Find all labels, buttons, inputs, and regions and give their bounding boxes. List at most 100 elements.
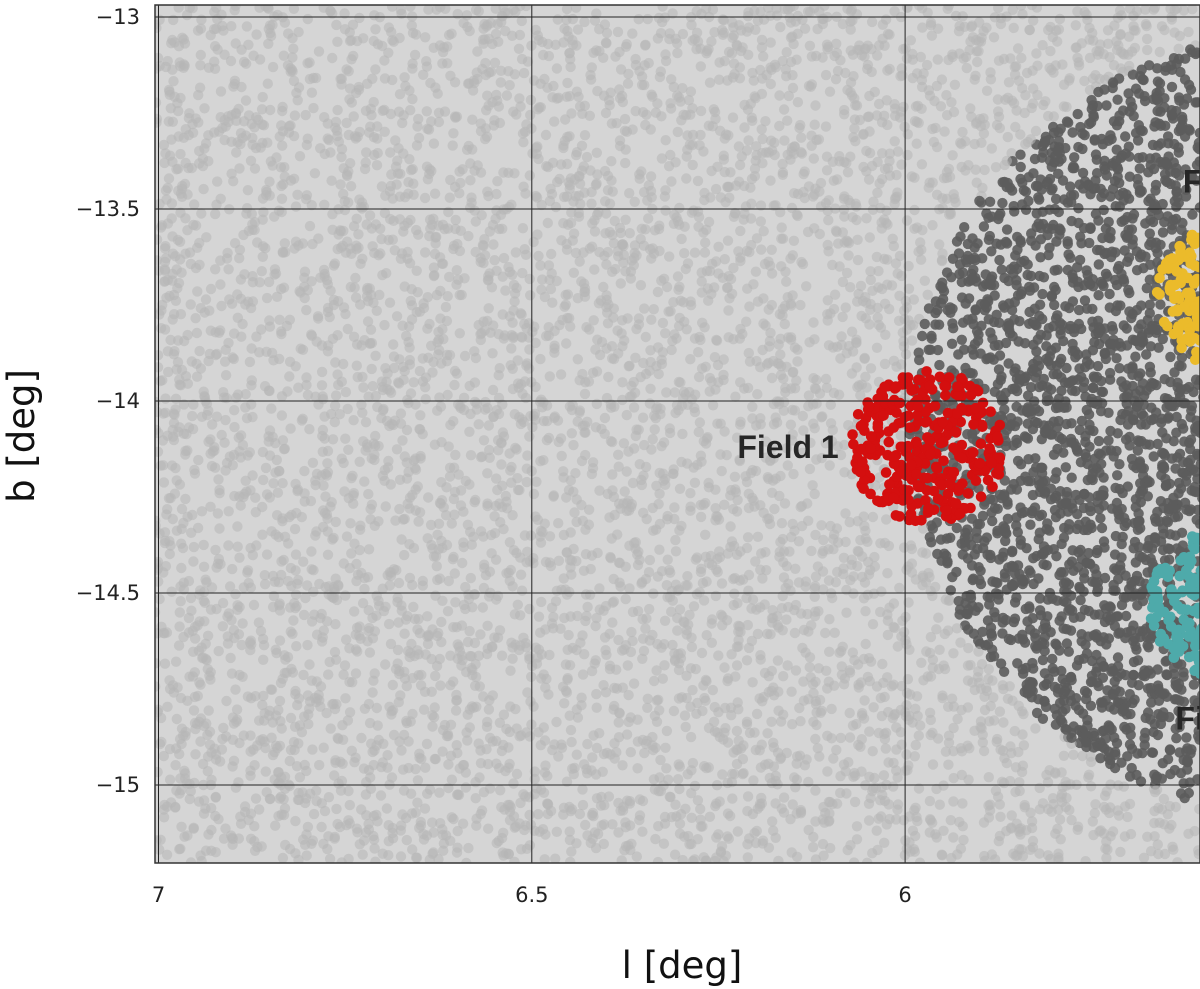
scatter-point bbox=[442, 58, 453, 69]
scatter-point bbox=[978, 817, 990, 828]
scatter-point bbox=[566, 108, 577, 119]
scatter-point bbox=[184, 793, 195, 805]
scatter-point bbox=[821, 151, 833, 162]
scatter-point bbox=[766, 145, 778, 156]
scatter-point bbox=[448, 676, 459, 687]
scatter-point bbox=[316, 340, 328, 351]
scatter-point bbox=[738, 214, 749, 225]
scatter-point bbox=[265, 104, 276, 116]
scatter-point bbox=[591, 742, 603, 754]
scatter-point bbox=[220, 370, 232, 381]
scatter-point bbox=[167, 116, 178, 128]
scatter-point bbox=[742, 532, 754, 543]
scatter-point bbox=[195, 363, 207, 374]
scatter-point bbox=[686, 812, 697, 823]
scatter-point bbox=[614, 135, 626, 146]
scatter-point bbox=[551, 63, 563, 74]
scatter-point bbox=[379, 104, 390, 116]
scatter-point bbox=[175, 596, 186, 607]
scatter-point bbox=[778, 104, 790, 115]
scatter-point bbox=[351, 575, 362, 587]
scatter-point bbox=[316, 380, 328, 391]
scatter-point bbox=[839, 439, 850, 451]
scatter-point bbox=[492, 590, 504, 602]
scatter-point bbox=[598, 281, 609, 293]
scatter-point bbox=[1021, 67, 1033, 79]
scatter-point bbox=[562, 289, 574, 300]
scatter-point bbox=[804, 6, 816, 18]
scatter-point bbox=[453, 469, 464, 480]
scatter-point bbox=[392, 592, 403, 603]
scatter-point bbox=[1040, 96, 1051, 107]
scatter-point bbox=[788, 235, 800, 246]
scatter-point bbox=[783, 601, 794, 613]
scatter-point bbox=[846, 368, 858, 379]
scatter-point bbox=[924, 177, 935, 188]
scatter-point bbox=[955, 137, 966, 148]
scatter-point bbox=[682, 571, 693, 582]
scatter-point bbox=[367, 381, 378, 392]
scatter-point bbox=[998, 717, 1009, 728]
scatter-point bbox=[1064, 804, 1075, 816]
scatter-point bbox=[376, 181, 388, 192]
scatter-point bbox=[809, 119, 820, 130]
scatter-point bbox=[848, 132, 859, 143]
scatter-point bbox=[739, 122, 750, 133]
scatter-point bbox=[917, 22, 928, 33]
scatter-point bbox=[174, 844, 185, 855]
scatter-point bbox=[823, 340, 835, 351]
scatter-point bbox=[547, 92, 558, 103]
scatter-point bbox=[882, 672, 893, 683]
scatter-point bbox=[506, 461, 517, 473]
scatter-point bbox=[863, 815, 875, 826]
scatter-point bbox=[668, 705, 680, 717]
scatter-point bbox=[829, 627, 840, 638]
scatter-point bbox=[831, 38, 842, 49]
scatter-point bbox=[680, 721, 691, 733]
scatter-point bbox=[528, 488, 540, 500]
scatter-point bbox=[941, 110, 953, 121]
scatter-point bbox=[594, 485, 605, 496]
scatter-point bbox=[528, 701, 539, 712]
scatter-point bbox=[332, 36, 343, 47]
scatter-point bbox=[840, 508, 851, 519]
scatter-point bbox=[436, 616, 447, 628]
scatter-point bbox=[830, 74, 842, 85]
scatter-point bbox=[187, 410, 198, 422]
scatter-point bbox=[380, 659, 391, 670]
scatter-point bbox=[306, 276, 317, 287]
scatter-point bbox=[251, 540, 262, 551]
scatter-point bbox=[730, 391, 741, 402]
scatter-point bbox=[511, 109, 522, 120]
scatter-point bbox=[1050, 768, 1061, 779]
scatter-point bbox=[339, 660, 351, 671]
scatter-point bbox=[234, 552, 245, 563]
scatter-point bbox=[719, 727, 730, 738]
scatter-point bbox=[832, 65, 844, 77]
scatter-point bbox=[564, 131, 575, 142]
scatter-point bbox=[399, 192, 411, 203]
scatter-point bbox=[335, 179, 346, 190]
scatter-point bbox=[617, 377, 628, 388]
scatter-point bbox=[560, 685, 572, 696]
scatter-point bbox=[448, 243, 459, 255]
scatter-point bbox=[898, 305, 910, 316]
scatter-point bbox=[931, 189, 943, 200]
scatter-point bbox=[332, 104, 343, 116]
scatter-point bbox=[656, 275, 667, 286]
scatter-point bbox=[568, 267, 579, 278]
scatter-point bbox=[838, 679, 850, 690]
scatter-point bbox=[326, 175, 337, 186]
scatter-point bbox=[718, 154, 730, 165]
scatter-point bbox=[632, 714, 643, 725]
scatter-point bbox=[604, 198, 616, 209]
scatter-point bbox=[442, 606, 454, 617]
scatter-point bbox=[712, 359, 724, 371]
scatter-point bbox=[676, 233, 687, 245]
scatter-point bbox=[550, 39, 561, 50]
scatter-point bbox=[247, 271, 258, 282]
scatter-point bbox=[916, 81, 928, 93]
scatter-point bbox=[196, 855, 207, 863]
scatter-point bbox=[260, 462, 272, 474]
scatter-point bbox=[357, 849, 368, 860]
